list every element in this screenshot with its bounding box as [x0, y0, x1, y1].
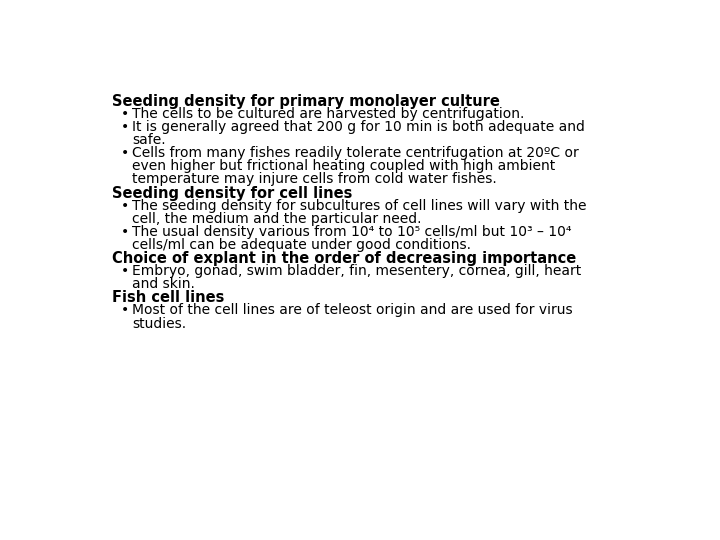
Text: •: • — [121, 225, 129, 239]
Text: temperature may injure cells from cold water fishes.: temperature may injure cells from cold w… — [132, 172, 497, 186]
Text: The seeding density for subcultures of cell lines will vary with the: The seeding density for subcultures of c… — [132, 199, 586, 213]
Text: Most of the cell lines are of teleost origin and are used for virus: Most of the cell lines are of teleost or… — [132, 303, 572, 318]
Text: •: • — [121, 146, 129, 160]
Text: •: • — [121, 120, 129, 134]
Text: Choice of explant in the order of decreasing importance: Choice of explant in the order of decrea… — [112, 251, 577, 266]
Text: The cells to be cultured are harvested by centrifugation.: The cells to be cultured are harvested b… — [132, 107, 524, 121]
Text: Seeding density for primary monolayer culture: Seeding density for primary monolayer cu… — [112, 94, 500, 109]
Text: cells/ml can be adequate under good conditions.: cells/ml can be adequate under good cond… — [132, 238, 471, 252]
Text: Cells from many fishes readily tolerate centrifugation at 20ºC or: Cells from many fishes readily tolerate … — [132, 146, 579, 160]
Text: cell, the medium and the particular need.: cell, the medium and the particular need… — [132, 212, 421, 226]
Text: The usual density various from 10⁴ to 10⁵ cells/ml but 10³ – 10⁴: The usual density various from 10⁴ to 10… — [132, 225, 572, 239]
Text: Embryo, gonad, swim bladder, fin, mesentery, cornea, gill, heart: Embryo, gonad, swim bladder, fin, mesent… — [132, 264, 581, 278]
Text: •: • — [121, 303, 129, 318]
Text: and skin.: and skin. — [132, 277, 194, 291]
Text: even higher but frictional heating coupled with high ambient: even higher but frictional heating coupl… — [132, 159, 555, 173]
Text: Fish cell lines: Fish cell lines — [112, 291, 225, 306]
Text: studies.: studies. — [132, 316, 186, 330]
Text: •: • — [121, 107, 129, 121]
Text: •: • — [121, 264, 129, 278]
Text: safe.: safe. — [132, 133, 166, 147]
Text: Seeding density for cell lines: Seeding density for cell lines — [112, 186, 353, 200]
Text: It is generally agreed that 200 g for 10 min is both adequate and: It is generally agreed that 200 g for 10… — [132, 120, 585, 134]
Text: •: • — [121, 199, 129, 213]
